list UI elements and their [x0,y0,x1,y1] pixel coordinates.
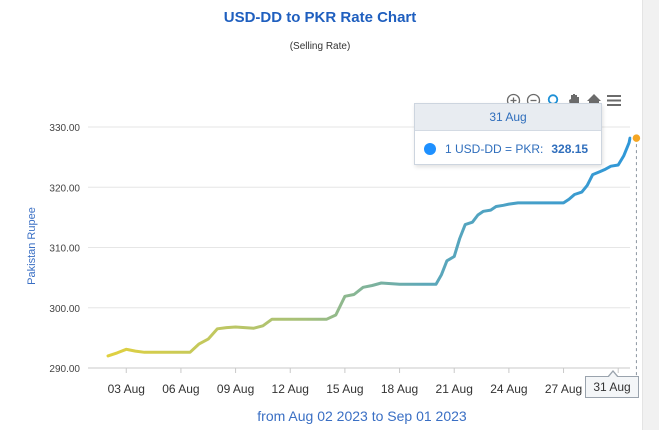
tooltip-date: 31 Aug [415,104,601,131]
x-tick-label: 27 Aug [545,382,582,396]
y-tick-label: 320.00 [49,183,80,194]
x-tick-label: 15 Aug [326,382,363,396]
page-scrollbar[interactable] [642,0,659,430]
x-axis-crosshair-label: 31 Aug [585,370,639,398]
x-axis: 03 Aug 06 Aug 09 Aug 12 Aug 15 Aug 18 Aug 21 A… [108,368,625,396]
y-axis: 290.00 300.00 310.00 320.00 330.00 [49,123,80,375]
highlight-point[interactable] [631,132,642,144]
tooltip-body: 1 USD-DD = PKR: 328.15 [415,131,601,166]
y-tick-label: 310.00 [49,244,80,255]
chart-subtitle: (Selling Rate) [289,41,351,52]
x-tick-label: 03 Aug [108,382,145,396]
series-line [106,136,632,358]
x-tick-label: 12 Aug [272,382,309,396]
date-range-caption: from Aug 02 2023 to Sep 01 2023 [257,408,467,424]
y-tick-label: 290.00 [49,364,80,375]
chart-title: USD-DD to PKR Rate Chart [223,9,417,26]
point-tooltip: 31 Aug 1 USD-DD = PKR: 328.15 [414,103,602,165]
menu-icon[interactable] [605,92,622,109]
y-axis-label: Pakistan Rupee [26,207,38,285]
y-tick-label: 300.00 [49,304,80,315]
tooltip-value: 328.15 [551,141,589,156]
x-tick-label: 09 Aug [217,382,254,396]
x-tick-label: 21 Aug [436,382,473,396]
tooltip-label: 1 USD-DD = PKR: [445,141,544,156]
x-tick-label: 18 Aug [381,382,418,396]
series-marker-icon [424,142,436,155]
grid-lines [88,126,630,369]
x-tick-label: 06 Aug [162,382,199,396]
x-tick-label: 24 Aug [490,382,527,396]
y-tick-label: 330.00 [49,123,80,134]
